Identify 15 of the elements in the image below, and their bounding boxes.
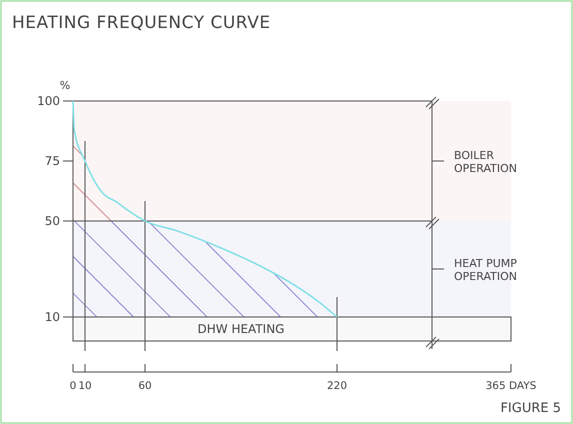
- band-label: DHW HEATING: [198, 322, 284, 336]
- x-tick-label: 220: [326, 380, 348, 392]
- chart-title: HEATING FREQUENCY CURVE: [12, 13, 271, 33]
- caption: FIGURE 5: [500, 401, 561, 416]
- band-label: HEAT PUMP OPERATION: [454, 257, 518, 283]
- x-tick-label: 60: [138, 380, 152, 392]
- x-tick-label: 10: [78, 380, 92, 392]
- y-axis-title: %: [60, 79, 70, 92]
- y-tick-label: 100: [37, 94, 60, 108]
- y-tick-label: 75: [44, 154, 60, 168]
- band-label: BOILER OPERATION: [454, 149, 517, 175]
- y-tick-label: 50: [44, 214, 60, 228]
- y-tick-label: 10: [44, 310, 60, 324]
- x-tick-label: 365 DAYS: [486, 380, 537, 392]
- x-tick-label: 0: [70, 380, 76, 392]
